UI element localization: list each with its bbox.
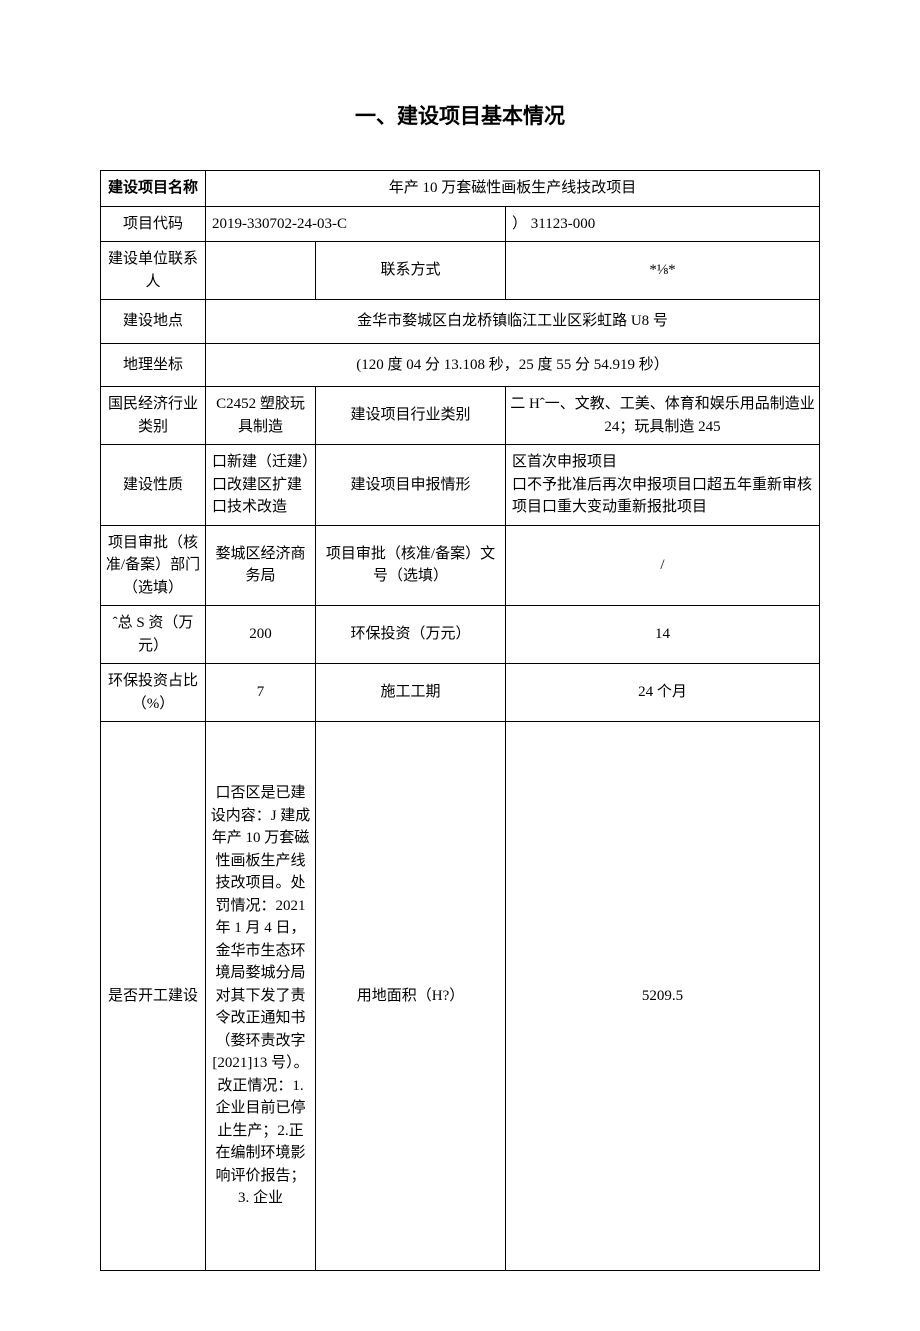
label-land-area: 用地面积（H?）	[316, 722, 506, 1271]
label-env-investment: 环保投资（万元）	[316, 606, 506, 664]
value-land-area: 5209.5	[506, 722, 820, 1271]
label-approval-number: 项目审批（核准/备案）文号（选填）	[316, 525, 506, 606]
label-location: 建设地点	[101, 300, 206, 344]
label-project-name: 建设项目名称	[101, 171, 206, 207]
label-contact-method: 联系方式	[316, 242, 506, 300]
value-application-type: 区首次申报项目 口不予批准后再次申报项目口超五年重新审核项目口重大变动重新报批项…	[506, 445, 820, 526]
project-info-table: 建设项目名称 年产 10 万套磁性画板生产线技改项目 项目代码 2019-330…	[100, 170, 820, 1271]
value-construction-period: 24 个月	[506, 664, 820, 722]
value-approval-number: /	[506, 525, 820, 606]
label-contact-person: 建设单位联系人	[101, 242, 206, 300]
label-construction-nature: 建设性质	[101, 445, 206, 526]
label-started-construction: 是否开工建设	[101, 722, 206, 1271]
value-construction-nature: 口新建（迁建）口改建区扩建口技术改造	[206, 445, 316, 526]
value-location: 金华市婺城区白龙桥镇临江工业区彩虹路 U8 号	[206, 300, 820, 344]
value-project-code-2: ） 31123-000	[506, 206, 820, 242]
label-approval-dept: 项目审批（核准/备案）部门（选填）	[101, 525, 206, 606]
label-coordinates: 地理坐标	[101, 343, 206, 387]
value-project-industry: 二 Hˆ一、文教、工美、体育和娱乐用品制造业 24；玩具制造 245	[506, 387, 820, 445]
label-env-ratio: 环保投资占比（%）	[101, 664, 206, 722]
value-env-investment: 14	[506, 606, 820, 664]
label-project-industry: 建设项目行业类别	[316, 387, 506, 445]
value-contact-method: *⅛*	[506, 242, 820, 300]
value-contact-person	[206, 242, 316, 300]
value-env-ratio: 7	[206, 664, 316, 722]
value-coordinates: (120 度 04 分 13.108 秒，25 度 55 分 54.919 秒）	[206, 343, 820, 387]
value-started-construction: 口否区是已建设内容：J 建成年产 10 万套磁性画板生产线技改项目。处罚情况：2…	[206, 722, 316, 1271]
label-total-investment: ˆ总 S 资（万元）	[101, 606, 206, 664]
value-total-investment: 200	[206, 606, 316, 664]
label-project-code: 项目代码	[101, 206, 206, 242]
label-application-type: 建设项目申报情形	[316, 445, 506, 526]
value-project-code-1: 2019-330702-24-03-C	[206, 206, 506, 242]
label-industry-category: 国民经济行业类别	[101, 387, 206, 445]
label-construction-period: 施工工期	[316, 664, 506, 722]
value-industry-code: C2452 塑胶玩具制造	[206, 387, 316, 445]
section-title: 一、建设项目基本情况	[100, 100, 820, 130]
value-approval-dept: 婺城区经济商务局	[206, 525, 316, 606]
value-project-name: 年产 10 万套磁性画板生产线技改项目	[206, 171, 820, 207]
